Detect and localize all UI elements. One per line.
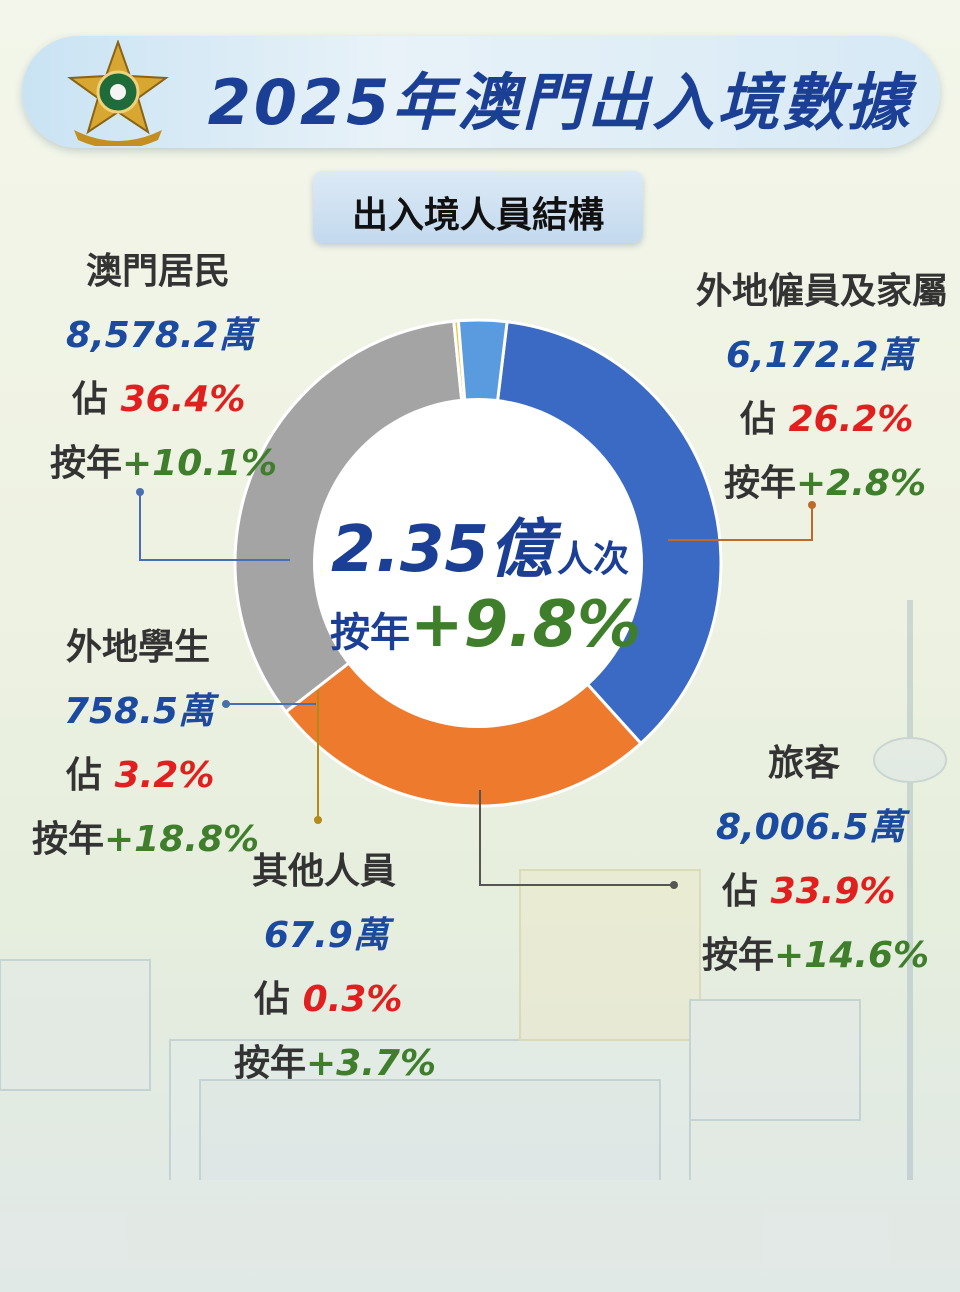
yoy-prefix: 按年 (702, 935, 775, 976)
visitors-share-value: 33.9% (770, 871, 896, 912)
label-residents-yoy: 按年+10.1% (50, 434, 277, 486)
yoy-prefix: 按年 (32, 819, 105, 860)
background-scenery (0, 600, 960, 1292)
total-unit: 人次 (556, 539, 629, 580)
label-workers-value: 6,172.2萬 (726, 335, 915, 376)
total-yoy-value: +9.8% (410, 588, 642, 662)
leader-dot-2 (670, 881, 678, 889)
label-visitors-name: 旅客 (768, 743, 841, 784)
students-share-value: 3.2% (114, 755, 215, 796)
label-visitors-share: 佔 33.9% (722, 862, 895, 914)
leader-line-1 (668, 505, 813, 541)
residents-yoy-value: +10.1% (122, 443, 278, 484)
yoy-prefix: 按年 (724, 463, 797, 504)
subtitle-pill (313, 171, 643, 243)
share-prefix: 佔 (740, 399, 777, 440)
others-yoy-value: +3.7% (306, 1043, 437, 1084)
leader-dot-4 (314, 816, 322, 824)
label-students-value: 758.5萬 (64, 691, 214, 732)
yoy-prefix: 按年 (234, 1043, 307, 1084)
label-workers-yoy: 按年+2.8% (724, 454, 926, 506)
total-yoy-label: 按年 (330, 610, 410, 656)
center-total: 2.35億 人次 (330, 498, 630, 590)
donut-hole (313, 398, 643, 728)
label-others-name: 其他人員 (252, 851, 397, 892)
label-students-name: 外地學生 (66, 627, 211, 668)
chart-subtitle: 出入境人員結構 (351, 195, 604, 236)
leader-dot-1 (808, 501, 816, 509)
title-banner (22, 36, 940, 148)
total-value: 2.35億 (331, 513, 553, 587)
leader-dot-0 (136, 488, 144, 496)
label-others-yoy: 按年+3.7% (234, 1034, 436, 1086)
workers-share-value: 26.2% (788, 399, 914, 440)
label-residents-name: 澳門居民 (86, 251, 231, 292)
label-workers-name: 外地僱員及家屬 (696, 271, 949, 312)
label-residents-share: 佔 36.4% (72, 370, 245, 422)
visitors-yoy-value: +14.6% (774, 935, 930, 976)
yoy-prefix: 按年 (50, 443, 123, 484)
share-prefix: 佔 (722, 871, 759, 912)
others-share-value: 0.3% (302, 979, 403, 1020)
leader-dot-3 (222, 700, 230, 708)
students-yoy-value: +18.8% (104, 819, 260, 860)
residents-share-value: 36.4% (120, 379, 246, 420)
label-workers-share: 佔 26.2% (740, 390, 913, 442)
share-prefix: 佔 (72, 379, 109, 420)
page-title: 2025年澳門出入境數據 (207, 66, 913, 139)
label-residents-value: 8,578.2萬 (66, 315, 255, 356)
share-prefix: 佔 (254, 979, 291, 1020)
label-visitors-yoy: 按年+14.6% (702, 926, 929, 978)
leader-line-2 (479, 790, 674, 886)
center-yoy: 按年+9.8% (330, 588, 641, 662)
label-students-yoy: 按年+18.8% (32, 810, 259, 862)
workers-yoy-value: +2.8% (796, 463, 927, 504)
label-students-share: 佔 3.2% (66, 746, 214, 798)
label-visitors-value: 8,006.5萬 (716, 807, 905, 848)
customs-emblem-icon (67, 40, 169, 146)
leader-line-0 (139, 492, 290, 561)
share-prefix: 佔 (66, 755, 103, 796)
label-others-share: 佔 0.3% (254, 970, 402, 1022)
label-others-value: 67.9萬 (264, 915, 389, 956)
